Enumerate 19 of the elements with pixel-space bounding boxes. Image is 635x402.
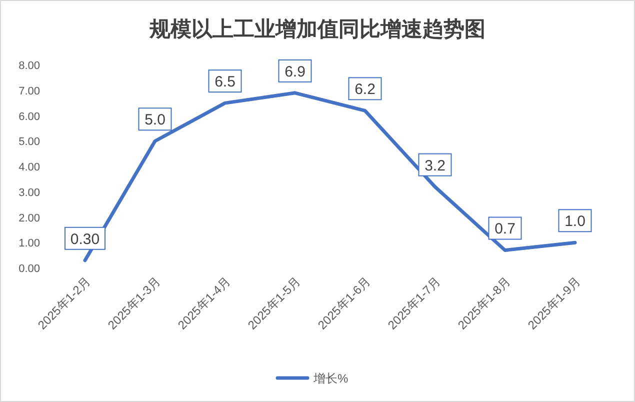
legend-label: 增长% — [314, 372, 348, 386]
ytick: 7.00 — [18, 85, 40, 98]
ytick: 8.00 — [18, 60, 40, 72]
ytick: 5.00 — [18, 136, 40, 148]
ytick: 1.00 — [18, 238, 40, 250]
data-label: 6.2 — [354, 81, 376, 98]
title: 规模以上工业增加值同比增速趋势图 — [150, 18, 486, 41]
data-label: 6.9 — [284, 63, 306, 80]
data-label: 6.5 — [214, 74, 236, 91]
ytick: 4.00 — [18, 162, 40, 174]
ytick: 0.00 — [18, 263, 40, 275]
data-label: 0.7 — [494, 220, 516, 238]
ytick: 3.00 — [18, 186, 40, 199]
ytick: 6.00 — [18, 110, 40, 123]
data-label: 3.2 — [424, 157, 446, 174]
data-label: 0.30 — [70, 230, 100, 248]
data-label: 1.0 — [564, 213, 586, 230]
data-label: 5.0 — [144, 112, 166, 129]
ytick: 2.00 — [18, 212, 40, 224]
